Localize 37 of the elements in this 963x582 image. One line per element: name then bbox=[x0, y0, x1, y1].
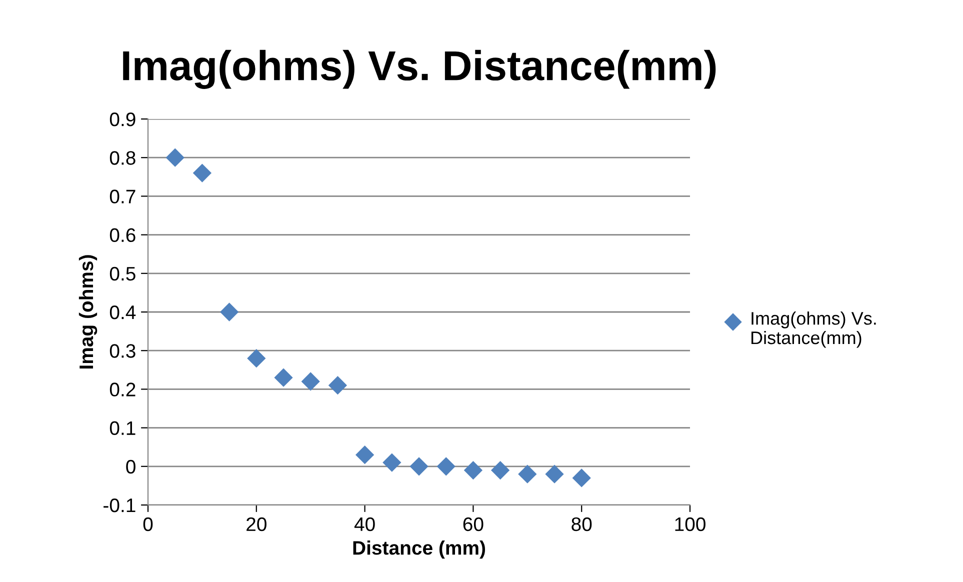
point bbox=[247, 349, 266, 368]
x-tick-label: 20 bbox=[246, 517, 266, 532]
y-tick-label: 0.3 bbox=[110, 344, 136, 358]
point bbox=[301, 372, 320, 391]
point bbox=[274, 368, 293, 387]
point bbox=[192, 164, 212, 182]
y-tick-label: 0.4 bbox=[110, 305, 136, 320]
y-tick-label: 0.1 bbox=[110, 421, 136, 436]
x-tick-label: 80 bbox=[572, 517, 592, 532]
point bbox=[166, 148, 184, 167]
x-tick-label: 100 bbox=[675, 517, 706, 532]
y-tick-label: 0.9 bbox=[110, 112, 136, 126]
y-tick-label: 0.7 bbox=[110, 190, 136, 204]
point bbox=[355, 446, 374, 464]
x-tick-label: 0 bbox=[143, 517, 153, 532]
point bbox=[518, 464, 537, 484]
x-tick-label: 60 bbox=[463, 517, 484, 532]
y-axis-title: Imag (ohms) bbox=[78, 255, 98, 368]
point bbox=[220, 302, 239, 322]
point bbox=[436, 457, 456, 476]
legend-label: Imag(ohms) Vs. Distance(mm) bbox=[751, 312, 876, 348]
y-tick-label: -0.1 bbox=[104, 498, 136, 512]
point bbox=[464, 460, 483, 480]
point bbox=[410, 457, 428, 476]
point bbox=[382, 453, 402, 472]
point bbox=[545, 464, 564, 484]
y-tick-label: 0 bbox=[126, 460, 136, 474]
chart-title: Imag(ohms) Vs. Distance(mm) bbox=[123, 50, 716, 89]
x-axis-title: Distance (mm) bbox=[353, 540, 486, 559]
point bbox=[572, 468, 591, 488]
y-tick-label: 0.8 bbox=[110, 151, 136, 165]
x-tick-label: 40 bbox=[354, 517, 375, 532]
y-tick-label: 0.6 bbox=[110, 228, 136, 242]
y-tick-label: 0.2 bbox=[110, 382, 136, 396]
point bbox=[328, 376, 348, 395]
y-tick-label: 0.5 bbox=[110, 266, 136, 281]
point bbox=[490, 460, 510, 480]
